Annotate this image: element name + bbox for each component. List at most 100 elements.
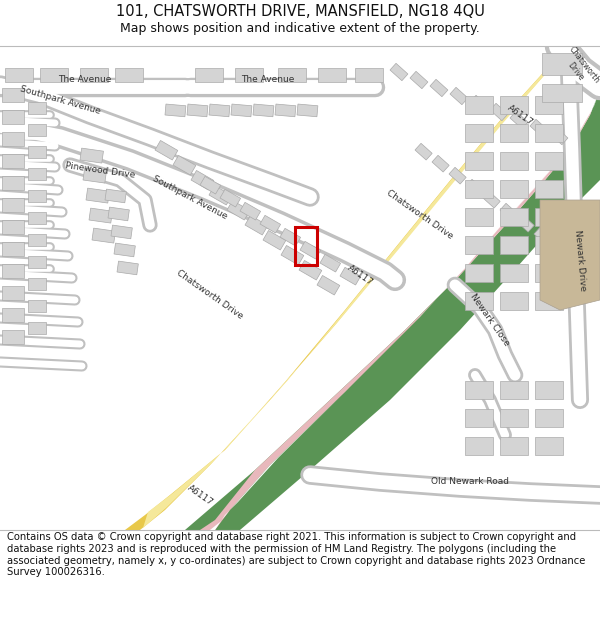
Bar bbox=[2, 220, 24, 234]
Bar bbox=[297, 104, 318, 117]
Bar bbox=[465, 124, 493, 142]
Bar bbox=[240, 202, 260, 220]
Bar bbox=[415, 143, 432, 160]
Text: The Avenue: The Avenue bbox=[58, 76, 112, 84]
Bar bbox=[542, 53, 582, 75]
Bar bbox=[535, 152, 563, 170]
Bar bbox=[2, 286, 24, 300]
Bar bbox=[281, 246, 304, 265]
Text: Southpark Avenue: Southpark Avenue bbox=[151, 174, 229, 221]
Bar bbox=[220, 189, 241, 207]
Bar bbox=[535, 292, 563, 310]
Bar bbox=[235, 68, 263, 82]
Text: Old Newark Road: Old Newark Road bbox=[431, 478, 509, 486]
Bar bbox=[530, 119, 548, 137]
Bar bbox=[278, 68, 306, 82]
Bar bbox=[470, 95, 488, 112]
Bar bbox=[318, 68, 346, 82]
Bar bbox=[28, 146, 46, 158]
Bar bbox=[92, 228, 115, 243]
Bar bbox=[466, 179, 483, 196]
Bar bbox=[2, 176, 24, 190]
Text: Newark Drive: Newark Drive bbox=[573, 229, 587, 291]
Bar bbox=[191, 171, 214, 190]
Text: A6117: A6117 bbox=[185, 483, 215, 507]
Text: Contains OS data © Crown copyright and database right 2021. This information is : Contains OS data © Crown copyright and d… bbox=[7, 532, 586, 578]
Text: Southpark Avenue: Southpark Avenue bbox=[19, 84, 101, 116]
Bar bbox=[117, 261, 139, 275]
Bar bbox=[2, 110, 24, 124]
Bar bbox=[89, 208, 112, 223]
Bar bbox=[430, 79, 448, 97]
Bar bbox=[165, 104, 186, 117]
Bar bbox=[28, 278, 46, 290]
Bar bbox=[500, 96, 528, 114]
Bar bbox=[490, 103, 508, 121]
Bar bbox=[2, 330, 24, 344]
Bar bbox=[500, 409, 528, 427]
Bar bbox=[280, 228, 301, 246]
Bar bbox=[28, 212, 46, 224]
Bar bbox=[245, 216, 268, 235]
Bar bbox=[355, 68, 383, 82]
Text: Map shows position and indicative extent of the property.: Map shows position and indicative extent… bbox=[120, 22, 480, 35]
Bar bbox=[320, 254, 341, 272]
Text: Chatsworth
Drive: Chatsworth Drive bbox=[559, 44, 600, 91]
Bar bbox=[114, 243, 136, 257]
Bar bbox=[465, 264, 493, 282]
Bar bbox=[209, 104, 230, 117]
Bar bbox=[2, 198, 24, 212]
Bar bbox=[500, 236, 528, 254]
Bar bbox=[500, 208, 528, 226]
Bar bbox=[200, 176, 221, 194]
Bar bbox=[510, 111, 528, 129]
Bar bbox=[500, 124, 528, 142]
Bar bbox=[253, 104, 274, 117]
Bar bbox=[28, 124, 46, 136]
Bar bbox=[432, 155, 449, 172]
Bar bbox=[209, 186, 232, 205]
Bar bbox=[534, 228, 551, 244]
Text: Pinewood Drive: Pinewood Drive bbox=[65, 161, 136, 179]
Bar bbox=[500, 203, 517, 220]
Bar bbox=[465, 96, 493, 114]
Bar bbox=[2, 154, 24, 168]
Bar bbox=[483, 191, 500, 208]
Text: A6117: A6117 bbox=[346, 263, 374, 287]
Bar bbox=[173, 156, 196, 175]
Bar bbox=[83, 168, 106, 183]
Bar bbox=[227, 201, 250, 220]
Bar bbox=[465, 409, 493, 427]
Bar bbox=[28, 300, 46, 312]
Bar bbox=[5, 68, 33, 82]
Bar bbox=[535, 437, 563, 455]
Text: Chatsworth Drive: Chatsworth Drive bbox=[175, 269, 245, 321]
Bar bbox=[500, 264, 528, 282]
Bar bbox=[295, 227, 317, 265]
Bar bbox=[28, 234, 46, 246]
Bar bbox=[465, 292, 493, 310]
Bar bbox=[28, 102, 46, 114]
Bar bbox=[2, 242, 24, 256]
Bar bbox=[500, 437, 528, 455]
Bar bbox=[535, 208, 563, 226]
Bar bbox=[410, 71, 428, 89]
Bar bbox=[105, 189, 127, 202]
Bar bbox=[550, 127, 568, 145]
Bar bbox=[465, 180, 493, 198]
Bar bbox=[28, 322, 46, 334]
Polygon shape bbox=[200, 90, 600, 530]
Polygon shape bbox=[210, 90, 600, 530]
Bar bbox=[28, 256, 46, 268]
Bar bbox=[40, 68, 68, 82]
Polygon shape bbox=[143, 46, 568, 528]
Bar bbox=[2, 132, 24, 146]
Polygon shape bbox=[185, 46, 600, 530]
Bar bbox=[317, 276, 340, 295]
Polygon shape bbox=[125, 46, 570, 530]
Bar bbox=[108, 207, 130, 221]
Bar bbox=[450, 88, 468, 105]
Text: 101, CHATSWORTH DRIVE, MANSFIELD, NG18 4QU: 101, CHATSWORTH DRIVE, MANSFIELD, NG18 4… bbox=[116, 4, 484, 19]
Text: Newark Close: Newark Close bbox=[469, 292, 511, 348]
Bar bbox=[263, 231, 286, 250]
